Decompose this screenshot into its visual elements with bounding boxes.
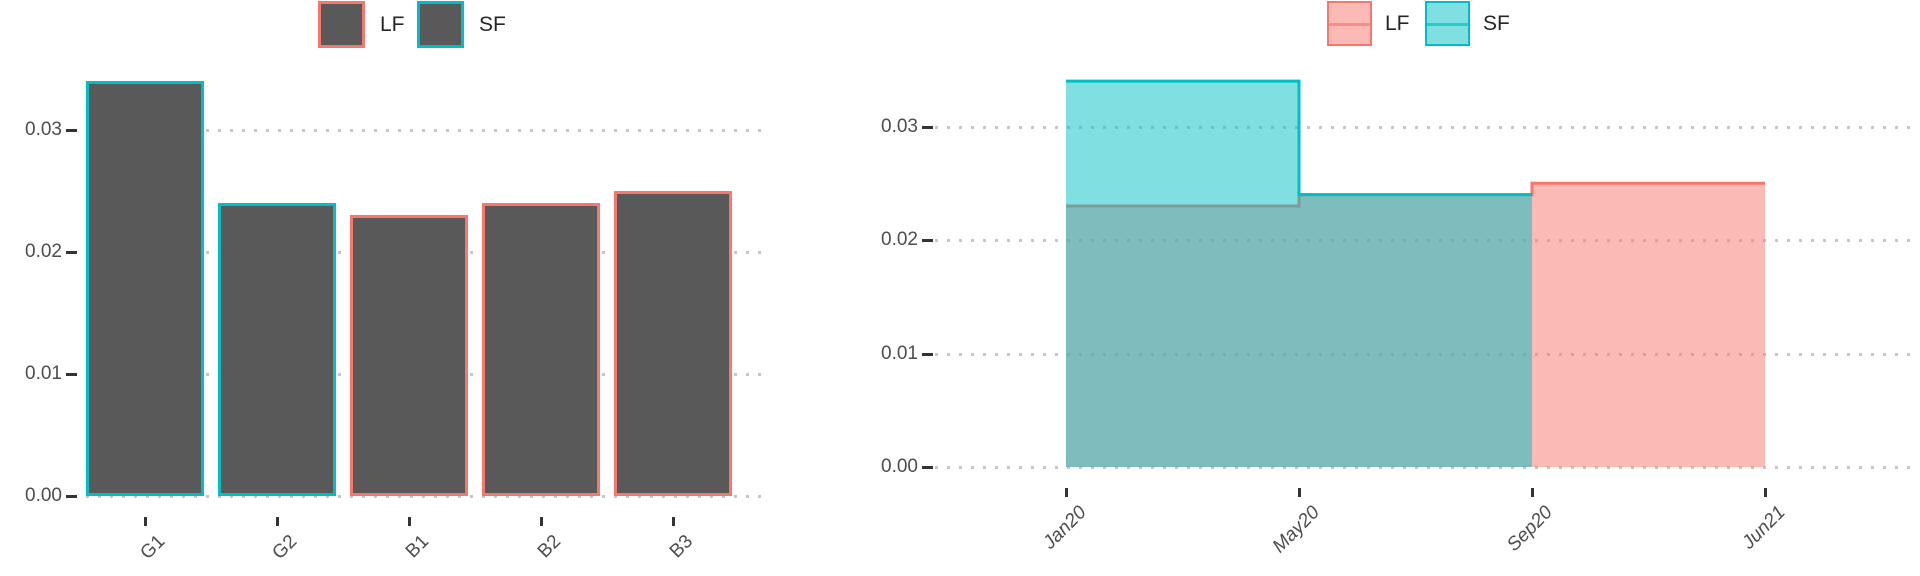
legend-label-lf: LF <box>380 13 405 36</box>
y-tick-mark <box>922 466 933 469</box>
y-tick-mark <box>922 239 933 242</box>
x-tick-mark <box>143 517 147 526</box>
y-tick-mark <box>66 129 77 132</box>
y-axis-label: 0.00 <box>881 456 918 477</box>
bar-plot-area: 0.00 0.01 0.02 0.03 G1 G2 B1 B2 B3 <box>0 0 800 576</box>
y-tick-mark <box>922 352 933 356</box>
y-axis-label: 0.00 <box>25 485 62 506</box>
bar-B1 <box>350 215 468 496</box>
bar-chart-legend: LF SF <box>0 1 800 50</box>
y-axis-label: 0.02 <box>25 241 62 262</box>
y-tick-mark <box>66 373 77 376</box>
legend-key-sf <box>417 1 464 48</box>
y-axis-label: 0.01 <box>881 342 918 364</box>
bar-B3 <box>614 191 732 496</box>
area-chart-legend: LF SF <box>0 1 1920 50</box>
legend-key-lf-area <box>1327 1 1372 46</box>
area-fill-SF <box>1066 81 1532 467</box>
y-axis-label: 0.01 <box>25 363 62 384</box>
y-tick-mark <box>66 495 77 498</box>
legend-key-lf-line <box>1329 22 1370 26</box>
legend-key-sf-area <box>1425 1 1470 46</box>
legend-key-lf <box>318 1 365 48</box>
y-axis-label: 0.02 <box>881 229 918 250</box>
x-tick-mark <box>1064 488 1068 497</box>
gridline-0.00 <box>935 466 1916 469</box>
gridline-0.03 <box>935 125 1916 129</box>
x-tick-mark <box>407 517 411 526</box>
legend-label-sf-area: SF <box>1483 12 1510 35</box>
y-axis-label: 0.03 <box>881 115 918 137</box>
legend-key-sf-line <box>1427 22 1468 26</box>
x-tick-mark <box>539 517 543 526</box>
x-tick-mark <box>1530 488 1534 497</box>
gridline-0.03 <box>74 129 770 132</box>
y-tick-mark <box>922 125 933 129</box>
legend-label-lf-area: LF <box>1385 12 1410 35</box>
gridline-0.00 <box>74 495 770 498</box>
y-axis-label: 0.03 <box>25 119 62 140</box>
x-tick-mark <box>1763 488 1767 497</box>
y-tick-mark <box>66 251 77 254</box>
x-tick-mark <box>1297 488 1301 497</box>
bar-G1 <box>86 81 204 496</box>
step-line-SF <box>1066 79 1532 197</box>
x-tick-mark <box>671 517 675 526</box>
legend-label-sf: SF <box>479 13 506 36</box>
bar-B2 <box>482 203 600 496</box>
x-tick-mark <box>275 517 279 526</box>
bar-G2 <box>218 203 336 496</box>
bar-chart: LF SF 0.00 0.01 0.02 0.03 G1 G2 B1 B2 B3 <box>0 0 800 576</box>
